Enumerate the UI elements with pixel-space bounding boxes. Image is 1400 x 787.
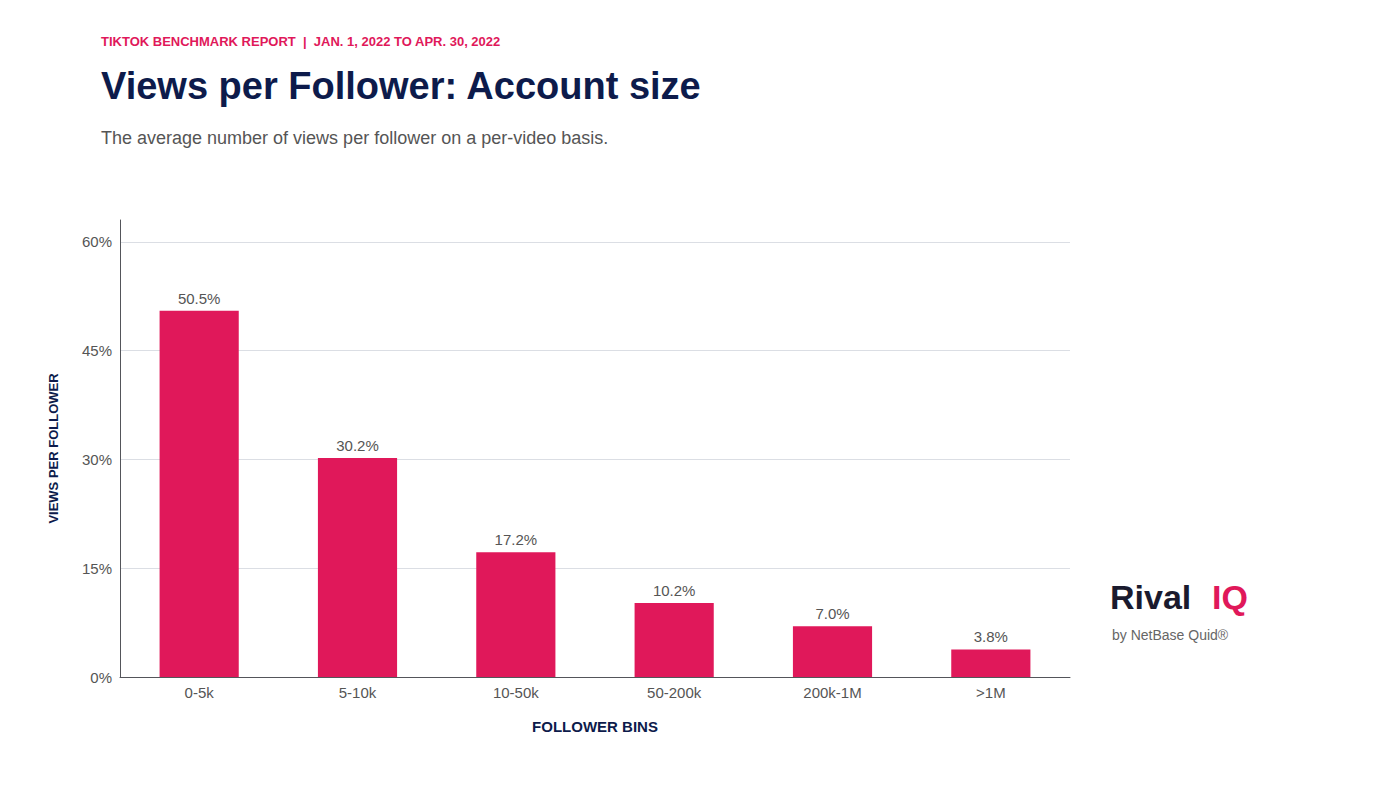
svg-text:The average number of views pe: The average number of views per follower… bbox=[101, 128, 608, 148]
svg-text:TIKTOK BENCHMARK REPORT | JA: TIKTOK BENCHMARK REPORT | JAN. 1, 2022 T… bbox=[101, 34, 500, 49]
svg-text:>1M: >1M bbox=[976, 684, 1006, 701]
svg-text:7.0%: 7.0% bbox=[815, 605, 849, 622]
svg-text:0-5k: 0-5k bbox=[185, 684, 215, 701]
svg-text:60%: 60% bbox=[82, 233, 112, 250]
svg-text:VIEWS PER FOLLOWER: VIEWS PER FOLLOWER bbox=[46, 373, 61, 524]
svg-text:10-50k: 10-50k bbox=[493, 684, 539, 701]
svg-text:50-200k: 50-200k bbox=[647, 684, 702, 701]
svg-text:3.8%: 3.8% bbox=[974, 628, 1008, 645]
svg-text:Rival: Rival bbox=[1110, 578, 1191, 616]
svg-text:30.2%: 30.2% bbox=[336, 437, 379, 454]
svg-text:5-10k: 5-10k bbox=[339, 684, 377, 701]
svg-text:IQ: IQ bbox=[1212, 578, 1248, 616]
svg-text:by NetBase Quid®: by NetBase Quid® bbox=[1112, 627, 1229, 643]
svg-text:50.5%: 50.5% bbox=[178, 290, 221, 307]
svg-text:FOLLOWER BINS: FOLLOWER BINS bbox=[532, 718, 658, 735]
svg-text:10.2%: 10.2% bbox=[653, 582, 696, 599]
svg-text:0%: 0% bbox=[90, 669, 112, 686]
svg-text:45%: 45% bbox=[82, 342, 112, 359]
svg-text:17.2%: 17.2% bbox=[495, 531, 538, 548]
svg-text:15%: 15% bbox=[82, 560, 112, 577]
svg-text:Views per Follower: Account si: Views per Follower: Account size bbox=[101, 65, 701, 107]
svg-text:200k-1M: 200k-1M bbox=[803, 684, 861, 701]
svg-text:30%: 30% bbox=[82, 451, 112, 468]
